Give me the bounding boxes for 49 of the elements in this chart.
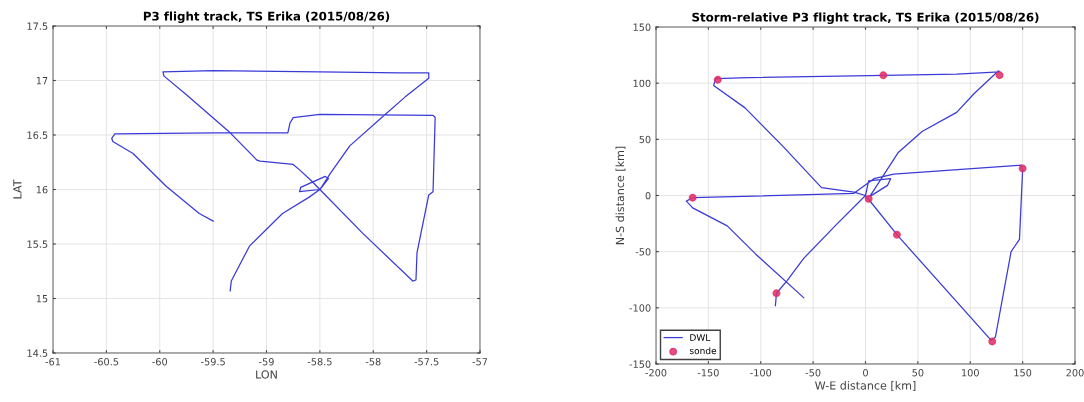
y-tick-label: 15.5 xyxy=(27,240,48,248)
y-tick-label: 15 xyxy=(36,295,48,303)
y-tick-label: 100 xyxy=(633,79,651,87)
point xyxy=(1018,164,1027,173)
x-tick-label: -57.5 xyxy=(414,358,439,366)
point xyxy=(713,75,722,84)
line-series xyxy=(111,70,436,292)
x-tick-label: 200 xyxy=(1066,369,1084,377)
x-tick-label: -59.5 xyxy=(201,358,225,366)
x-tick-label: -50 xyxy=(805,369,821,377)
y-tick-label: -100 xyxy=(629,304,651,312)
point xyxy=(864,194,873,203)
y-tick-label: 16 xyxy=(36,185,48,194)
x-axis-title: LON xyxy=(256,370,277,379)
y-tick-label: 150 xyxy=(633,23,651,31)
point xyxy=(772,289,781,298)
point xyxy=(988,337,997,346)
y-tick-label: 16.5 xyxy=(27,131,48,139)
x-tick-label: -59 xyxy=(259,358,274,366)
point xyxy=(995,71,1004,80)
point xyxy=(688,193,697,202)
x-tick-label: -100 xyxy=(750,369,772,377)
x-tick-label: -60 xyxy=(152,358,168,366)
x-tick-label: -200 xyxy=(645,369,667,377)
point xyxy=(879,71,888,80)
x-tick-label: 100 xyxy=(962,369,979,377)
y-tick-label: -50 xyxy=(635,248,651,256)
y-tick-label: 17 xyxy=(36,77,48,85)
y-tick-label: 50 xyxy=(639,135,651,144)
legend-label: sonde xyxy=(689,347,717,355)
x-tick-label: -58.5 xyxy=(307,358,332,366)
x-tick-label: 0 xyxy=(863,369,868,377)
chart-title: P3 flight track, TS Erika (2015/08/26) xyxy=(143,11,390,23)
y-tick-label: 0 xyxy=(645,191,651,200)
y-tick-label: 17.5 xyxy=(27,22,48,30)
x-axis-title: W-E distance [km] xyxy=(815,381,916,391)
x-tick-label: -57 xyxy=(472,358,488,366)
x-tick-label: 150 xyxy=(1014,369,1032,377)
legend-label: DWL xyxy=(690,334,711,341)
y-axis-title: N-S distance [km] xyxy=(615,146,626,245)
x-tick-label: -60.5 xyxy=(94,358,119,366)
y-axis-title: LAT xyxy=(13,179,22,199)
point xyxy=(892,230,901,239)
x-tick-label: -150 xyxy=(697,369,719,377)
x-tick-label: -58 xyxy=(365,358,381,366)
chart-title: Storm-relative P3 flight track, TS Erika (2015/08/26) xyxy=(692,12,1039,24)
x-tick-label: -61 xyxy=(45,358,61,366)
y-tick-label: 14.5 xyxy=(27,349,48,357)
x-tick-label: 50 xyxy=(912,369,924,377)
